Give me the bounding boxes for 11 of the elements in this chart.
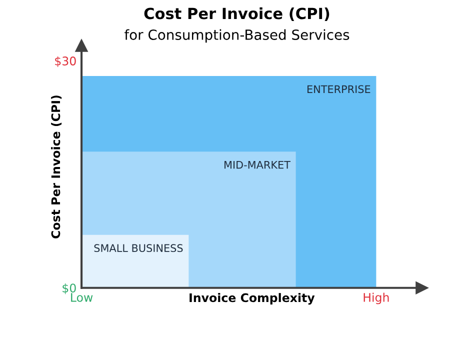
chart-subtitle: for Consumption-Based Services: [124, 29, 350, 43]
x-tick-label: Low: [71, 293, 93, 302]
series-label: ENTERPRISE: [308, 85, 370, 94]
y-axis-title: Cost Per Invoice (CPI): [51, 96, 62, 238]
series-label: SMALL BUSINESS: [94, 244, 183, 252]
y-tick-label: $30: [55, 56, 76, 68]
series-label: MID-MARKET: [224, 161, 290, 169]
chart-title: Cost Per Invoice (CPI): [144, 7, 330, 22]
y-tick-label: $0: [62, 283, 76, 294]
x-axis-title: Invoice Complexity: [190, 293, 315, 305]
x-tick-label: High: [364, 292, 389, 304]
